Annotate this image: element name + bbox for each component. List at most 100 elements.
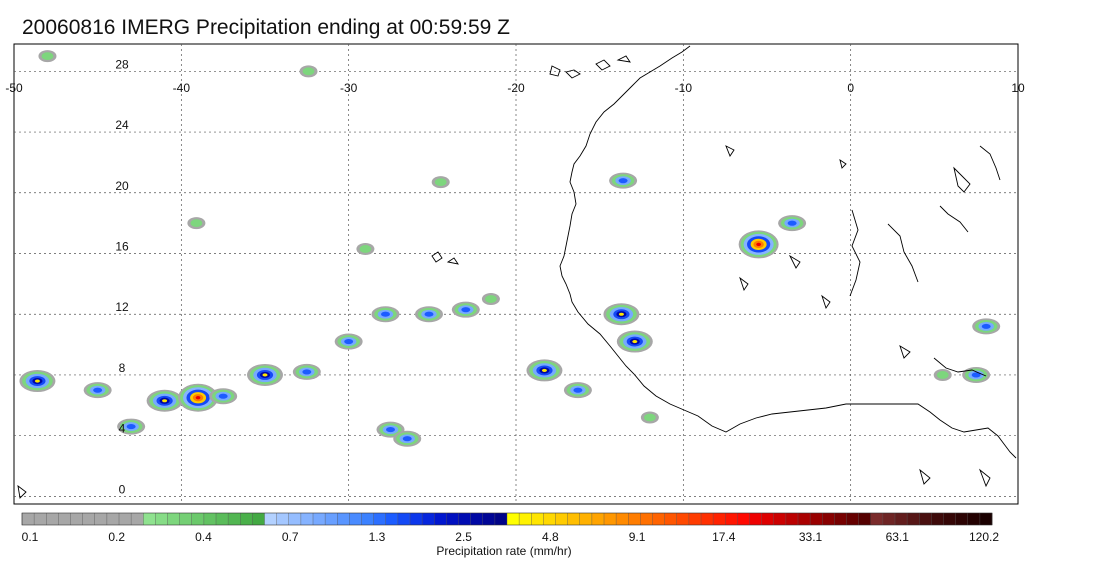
lon-tick-label: -40 bbox=[173, 81, 191, 95]
precip-contour bbox=[195, 396, 201, 400]
colorbar-swatch bbox=[713, 513, 726, 525]
colorbar-swatch bbox=[276, 513, 290, 525]
colorbar-swatch bbox=[882, 513, 896, 525]
precip-contour bbox=[981, 323, 991, 329]
small-lake-7 bbox=[919, 468, 931, 485]
colorbar-swatch bbox=[555, 513, 568, 525]
small-lake-6 bbox=[899, 344, 911, 359]
colorbar-swatch bbox=[943, 513, 956, 525]
colorbar-swatch bbox=[470, 513, 484, 525]
colorbar-swatch bbox=[373, 513, 387, 525]
lat-tick-label: 24 bbox=[115, 118, 129, 132]
colorbar-swatch bbox=[931, 513, 944, 525]
colorbar-swatch bbox=[955, 513, 969, 525]
precip-contour bbox=[381, 311, 390, 317]
colorbar-swatch bbox=[458, 513, 471, 525]
longitude-tick-labels: -50 -40 -30 -20 -10 0 10 bbox=[5, 81, 1025, 95]
colorbar-tick-label: 0.2 bbox=[108, 530, 125, 544]
colorbar-swatch bbox=[895, 513, 908, 525]
precip-contour bbox=[126, 424, 136, 430]
colorbar-swatch bbox=[300, 513, 314, 525]
colorbar-swatch bbox=[604, 513, 617, 525]
colorbar-tick-label: 120.2 bbox=[969, 530, 999, 544]
colorbar-swatch bbox=[70, 513, 83, 525]
small-lake-1 bbox=[839, 158, 847, 169]
small-lake-5 bbox=[821, 294, 831, 310]
colorbar-tick-label: 0.7 bbox=[282, 530, 299, 544]
lat-tick-label: 16 bbox=[115, 240, 129, 254]
precip-cell bbox=[178, 383, 219, 412]
precip-cell bbox=[299, 65, 318, 78]
lat-tick-label: 12 bbox=[115, 300, 129, 314]
precip-contour bbox=[541, 368, 547, 372]
colorbar-swatch bbox=[216, 513, 229, 525]
precip-cell bbox=[972, 318, 1001, 335]
precip-cell bbox=[431, 176, 450, 189]
colorbar-swatch bbox=[664, 513, 678, 525]
lon-tick-label: -20 bbox=[507, 81, 525, 95]
precip-contour bbox=[461, 307, 471, 313]
colorbar-swatch bbox=[567, 513, 581, 525]
precip-cell bbox=[526, 359, 563, 382]
colorbar-swatch bbox=[264, 513, 277, 525]
colorbar-swatch bbox=[737, 513, 750, 525]
colorbar-swatch bbox=[919, 513, 932, 525]
precip-contour bbox=[302, 369, 312, 375]
cape-verde-islands bbox=[431, 251, 459, 265]
river-niger-2 bbox=[939, 205, 969, 233]
colorbar-tick-label: 33.1 bbox=[799, 530, 823, 544]
precip-contour bbox=[34, 379, 40, 383]
inland-water-3 bbox=[595, 59, 611, 71]
precip-contour bbox=[386, 427, 395, 433]
colorbar-swatch bbox=[349, 513, 362, 525]
river-niger-1 bbox=[887, 223, 919, 283]
lat-tick-label: 8 bbox=[119, 361, 126, 375]
colorbar-swatch bbox=[701, 513, 714, 525]
small-lake-8 bbox=[979, 468, 991, 488]
precip-contour bbox=[302, 67, 315, 76]
colorbar-swatch bbox=[579, 513, 593, 525]
lon-tick-label: -30 bbox=[340, 81, 358, 95]
colorbar-swatch bbox=[240, 513, 253, 525]
inland-water-1 bbox=[549, 65, 561, 77]
colorbar-swatch bbox=[979, 513, 993, 525]
colorbar-outline bbox=[21, 512, 993, 526]
precip-contour bbox=[618, 312, 624, 316]
small-lake-4 bbox=[739, 276, 749, 292]
colorbar-tick-label: 9.1 bbox=[629, 530, 646, 544]
colorbar-swatch bbox=[167, 513, 180, 525]
lon-tick-label: 0 bbox=[847, 81, 854, 95]
precip-contour bbox=[756, 242, 762, 247]
colorbar-swatch bbox=[179, 513, 193, 525]
colorbar-swatch bbox=[531, 513, 544, 525]
precip-contour bbox=[190, 219, 203, 228]
graticule-grid bbox=[14, 44, 1018, 504]
lat-tick-label: 28 bbox=[115, 57, 129, 71]
colorbar-swatch bbox=[519, 513, 532, 525]
colorbar-swatch bbox=[361, 513, 374, 525]
colorbar-swatch bbox=[94, 513, 108, 525]
colorbar-swatch bbox=[155, 513, 168, 525]
precip-contour bbox=[344, 338, 354, 345]
precip-cell bbox=[414, 306, 443, 323]
precip-contour bbox=[632, 340, 638, 344]
precip-cell bbox=[209, 388, 238, 405]
lon-tick-label: 10 bbox=[1011, 81, 1025, 95]
river-benue bbox=[933, 357, 987, 377]
colorbar-swatch bbox=[82, 513, 96, 525]
colorbar-swatch bbox=[191, 513, 205, 525]
lon-tick-label: -10 bbox=[675, 81, 693, 95]
colorbar-tick-label: 4.8 bbox=[542, 530, 559, 544]
colorbar-swatch bbox=[313, 513, 326, 525]
lat-tick-label: 4 bbox=[119, 422, 126, 436]
latitude-tick-labels: 0 4 8 12 16 20 24 28 bbox=[115, 57, 129, 496]
precip-cell bbox=[334, 333, 363, 350]
precip-cell bbox=[83, 382, 112, 399]
precip-contour bbox=[93, 387, 103, 393]
colorbar-swatch bbox=[725, 513, 738, 525]
colorbar-swatch bbox=[252, 513, 265, 525]
precip-cell bbox=[292, 363, 321, 380]
small-lake-2 bbox=[725, 145, 735, 157]
colorbar-swatch bbox=[640, 513, 653, 525]
